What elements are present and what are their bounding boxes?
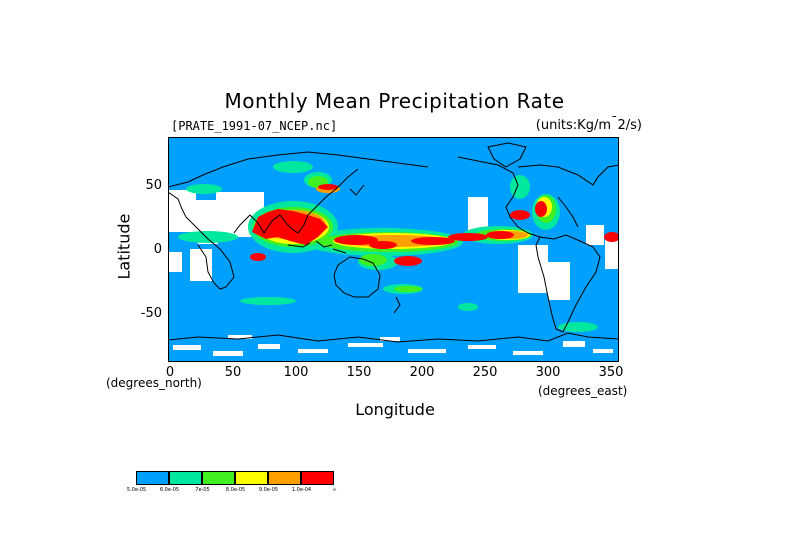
legend-label-6: 1.0e-04: [291, 487, 312, 493]
y-tick-minus-50: -50: [140, 306, 162, 321]
x-tick-0: 0: [165, 365, 175, 380]
coastlines: [168, 142, 619, 343]
x-unit-label: (degrees_east): [538, 384, 628, 398]
x-tick-100: 100: [283, 365, 309, 380]
legend-label-2: 6.0e-05: [159, 487, 180, 493]
y-tick-50: 50: [145, 178, 162, 193]
y-tick-0: 0: [153, 242, 162, 257]
chart-title: Monthly Mean Precipitation Rate: [224, 89, 565, 113]
x-tick-150: 150: [346, 365, 372, 380]
legend-label-3: 7e-05: [195, 487, 210, 493]
y-axis-label: Latitude: [114, 213, 134, 280]
legend-swatch-3: [202, 471, 235, 485]
x-tick-350: 350: [598, 365, 624, 380]
legend-swatch-4: [235, 471, 268, 485]
x-tick-50: 50: [224, 365, 242, 380]
precipitation-map: [168, 137, 619, 362]
map-frame: [168, 137, 619, 362]
legend-swatch-1: [136, 471, 169, 485]
x-tick-250: 250: [472, 365, 498, 380]
units-label: (units:Kg/m¯2/s): [535, 115, 642, 133]
legend-swatch-5: [268, 471, 301, 485]
x-tick-200: 200: [409, 365, 435, 380]
legend-label-1: 5.0e-05: [126, 487, 147, 493]
legend-swatch-2: [169, 471, 202, 485]
legend-swatch-6: [301, 471, 334, 485]
legend-label-7: ∞: [332, 487, 337, 493]
map-svg: [168, 137, 619, 362]
legend-label-4: 8.0e-05: [225, 487, 246, 493]
x-tick-300: 300: [535, 365, 561, 380]
legend-label-5: 9.0e-05: [258, 487, 279, 493]
x-axis-label: Longitude: [355, 400, 435, 419]
file-label: [PRATE_1991-07_NCEP.nc]: [171, 119, 338, 133]
y-unit-label: (degrees_north): [106, 376, 202, 390]
